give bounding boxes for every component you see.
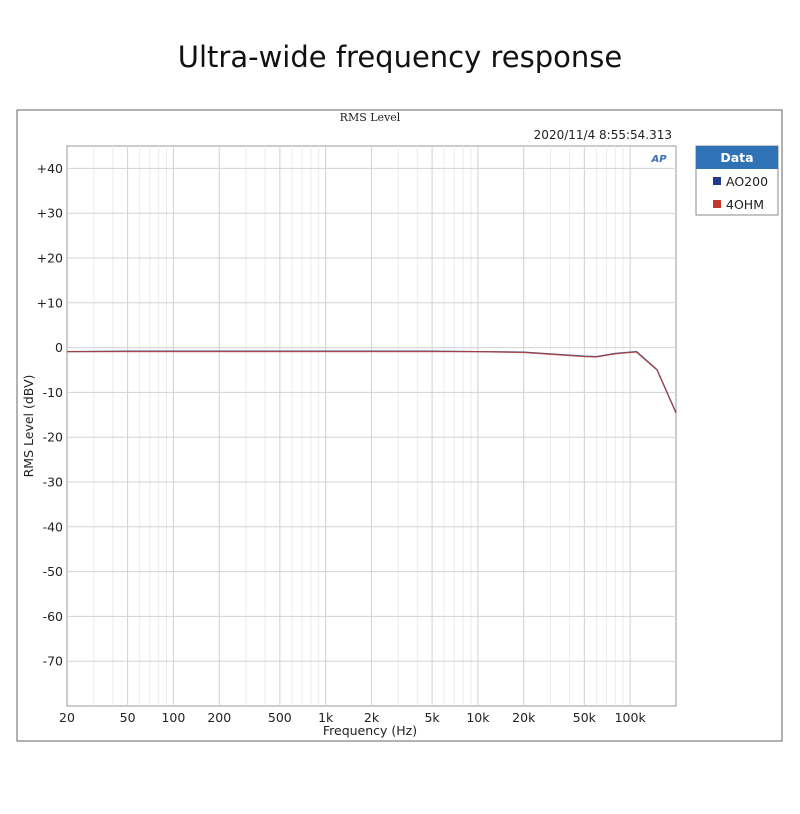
y-tick-label: 0	[55, 340, 63, 355]
chart-title: RMS Level	[340, 111, 401, 124]
x-tick-label: 20	[59, 710, 75, 725]
ap-logo: AP	[650, 154, 667, 165]
x-tick-labels: 20 50 100 200 500 1k 2k 5k 10k 20k 50k 100k	[59, 710, 646, 725]
x-tick-label: 200	[207, 710, 231, 725]
x-tick-label: 5k	[424, 710, 440, 725]
y-tick-labels: +40 +30 +20 +10 0 -10 -20 -30 -40 -50 -60 -70	[37, 161, 63, 669]
legend-swatch-4ohm	[713, 200, 721, 208]
legend-title: Data	[720, 150, 753, 165]
x-tick-label: 100k	[615, 710, 647, 725]
legend: Data AO200 4OHM	[695, 145, 779, 216]
y-tick-label: -20	[43, 430, 63, 445]
y-tick-label: -40	[43, 519, 63, 534]
y-tick-label: -30	[43, 475, 63, 490]
y-tick-label: +40	[37, 161, 63, 176]
x-axis-label: Frequency (Hz)	[323, 723, 417, 738]
legend-swatch-ao200	[713, 177, 721, 185]
y-tick-label: -70	[43, 654, 63, 669]
y-tick-label: -60	[43, 609, 63, 624]
y-tick-label: +20	[37, 251, 63, 266]
series-lines	[66, 350, 677, 414]
page-heading: Ultra-wide frequency response	[177, 40, 623, 74]
y-tick-label: -10	[43, 385, 63, 400]
x-tick-label: 2k	[364, 710, 380, 725]
y-tick-label: +30	[37, 206, 63, 221]
legend-items: AO200 4OHM	[713, 174, 768, 212]
x-tick-label: 100	[161, 710, 185, 725]
x-tick-label: 20k	[512, 710, 536, 725]
x-tick-label: 1k	[318, 710, 334, 725]
y-axis-label: RMS Level (dBV)	[21, 375, 36, 478]
y-tick-label: +10	[37, 295, 63, 310]
chart-timestamp: 2020/11/4 8:55:54.313	[534, 128, 672, 142]
x-tick-label: 50k	[573, 710, 597, 725]
series-line-4ohm	[67, 350, 677, 414]
grid-lines	[67, 146, 676, 706]
legend-label-4ohm: 4OHM	[726, 197, 764, 212]
legend-header	[696, 146, 778, 169]
legend-label-ao200: AO200	[726, 174, 768, 189]
x-tick-label: 500	[268, 710, 292, 725]
x-tick-label: 10k	[466, 710, 490, 725]
x-tick-label: 50	[120, 710, 136, 725]
y-tick-label: -50	[43, 564, 63, 579]
